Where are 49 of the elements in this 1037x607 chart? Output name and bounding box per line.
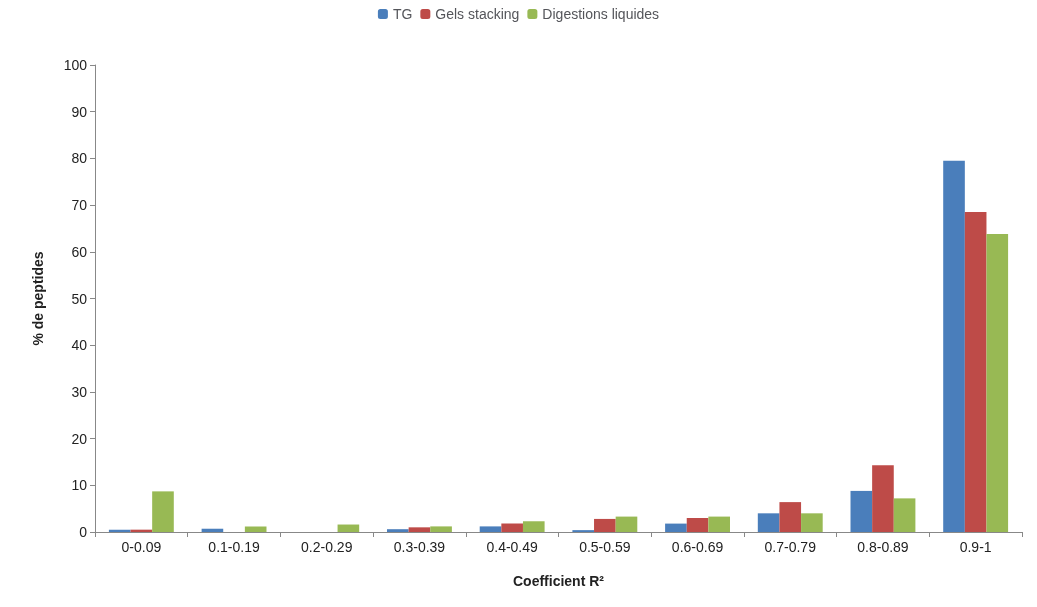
x-tick-label: 0-0.09 <box>121 539 162 555</box>
y-tick-label: 40 <box>71 337 88 354</box>
bar <box>708 516 730 532</box>
x-tick-label: 0.1-0.19 <box>208 539 260 555</box>
bar <box>850 490 873 532</box>
y-tick-label: 30 <box>71 383 88 400</box>
legend-label: Digestions liquides <box>542 6 660 22</box>
y-tick-label: 20 <box>71 430 88 447</box>
bar <box>387 529 409 532</box>
bar <box>522 521 545 532</box>
bar <box>408 527 431 532</box>
bar <box>893 498 916 532</box>
bar <box>479 526 502 532</box>
bar <box>337 524 360 532</box>
y-tick-label: 70 <box>71 197 88 214</box>
y-axis-title: % de peptides <box>30 251 46 346</box>
y-tick-label: 90 <box>71 103 88 120</box>
bar <box>430 526 452 532</box>
bar <box>244 526 267 532</box>
bar <box>964 212 987 532</box>
y-tick-label: 10 <box>71 477 88 494</box>
y-tick-label: 100 <box>63 57 88 73</box>
bar <box>986 234 1009 532</box>
bar <box>686 517 709 532</box>
bar <box>665 523 687 532</box>
bar <box>594 518 616 532</box>
y-tick-label: 60 <box>71 243 88 260</box>
x-tick-label: 0.9-1 <box>959 539 992 555</box>
legend-label: TG <box>392 6 413 22</box>
y-tick-label: 0 <box>79 524 88 540</box>
legend-label: Gels stacking <box>435 6 520 22</box>
x-tick-label: 0.5-0.59 <box>579 539 631 555</box>
bar <box>801 513 823 532</box>
x-tick-label: 0.7-0.79 <box>764 539 817 555</box>
x-tick-label: 0.6-0.69 <box>671 539 724 555</box>
bar <box>152 491 174 532</box>
bar <box>501 523 523 532</box>
bar <box>943 160 965 532</box>
bar <box>757 513 780 532</box>
bar <box>779 502 802 532</box>
y-tick-label: 50 <box>71 290 88 307</box>
bar <box>872 465 894 532</box>
x-tick-label: 0.4-0.49 <box>486 539 539 555</box>
x-tick-label: 0.3-0.39 <box>393 539 446 555</box>
x-tick-label: 0.8-0.89 <box>857 539 909 555</box>
x-tick-label: 0.2-0.29 <box>301 539 353 555</box>
x-axis-title: Coefficient R² <box>513 573 605 589</box>
y-tick-label: 80 <box>71 150 88 167</box>
bar <box>615 516 638 532</box>
